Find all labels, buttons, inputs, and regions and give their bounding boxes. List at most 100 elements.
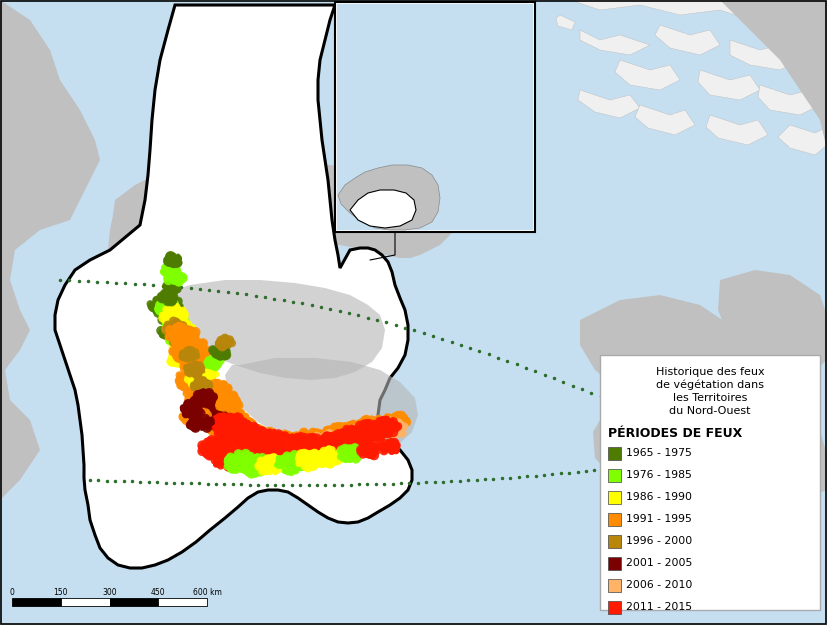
Point [236,416,249,426]
Point [238,434,251,444]
Point [370,417,384,427]
Point [241,424,255,434]
Point [194,370,208,380]
Point [184,341,198,351]
Point [203,391,216,401]
Point [348,433,361,443]
Point [174,346,188,356]
Point [240,444,253,454]
Point [181,339,194,349]
Point [366,434,379,444]
Point [383,429,396,439]
Point [293,462,306,472]
Point [166,271,179,281]
Point [325,441,338,451]
Point [268,449,281,459]
Point [170,281,184,291]
Point [244,434,257,444]
Point [264,468,277,478]
Point [232,432,245,442]
Point [163,327,176,337]
Point [180,338,194,348]
Point [250,446,263,456]
Point [170,338,183,348]
Point [275,447,289,457]
Point [258,439,271,449]
Point [224,409,237,419]
Point [164,312,177,322]
Point [170,338,184,348]
Point [337,436,350,446]
Point [339,431,352,441]
Point [177,326,190,336]
Point [232,452,245,462]
Point [307,441,320,451]
Point [179,337,192,347]
Point [213,342,227,352]
Point [329,434,342,444]
Point [206,393,219,403]
Point [174,334,188,344]
Point [165,280,178,290]
Text: 150: 150 [54,588,68,597]
Point [327,426,340,436]
Text: de végétation dans: de végétation dans [656,380,764,391]
Point [296,450,309,460]
Point [347,439,361,449]
Point [210,417,223,427]
Point [243,464,256,474]
Point [337,427,350,437]
Point [265,442,279,452]
Point [196,411,209,421]
Point [206,345,219,355]
Point [181,351,194,361]
Point [288,442,301,452]
Point [228,433,241,443]
Point [155,306,168,316]
Point [262,438,275,448]
Point [247,447,261,457]
Point [172,329,185,339]
Point [356,428,370,438]
Point [368,431,381,441]
Point [295,432,308,442]
Point [161,316,174,326]
Point [209,397,222,407]
Point [201,413,214,423]
Point [342,428,355,438]
Point [343,420,356,430]
Point [194,408,207,418]
Point [263,448,276,458]
Point [327,440,341,450]
Point [202,380,215,390]
Point [335,431,348,441]
Point [251,423,264,433]
Point [322,451,335,461]
Point [210,386,223,396]
Point [203,362,217,372]
Point [326,431,339,441]
Point [168,284,181,294]
Point [173,270,186,280]
Point [312,440,325,450]
Point [278,450,291,460]
Point [200,379,213,389]
Point [194,408,208,418]
Point [162,253,175,262]
Point [211,345,224,355]
Point [181,406,194,416]
Point [361,422,374,432]
Point [211,358,224,368]
Point [334,422,347,432]
Point [170,354,183,364]
Point [215,351,228,361]
Point [272,462,285,472]
Point [334,436,347,446]
Point [383,425,396,435]
Point [232,412,246,422]
Point [172,312,185,322]
Point [337,432,350,442]
Point [270,445,283,455]
Point [289,465,302,475]
Point [159,313,172,323]
